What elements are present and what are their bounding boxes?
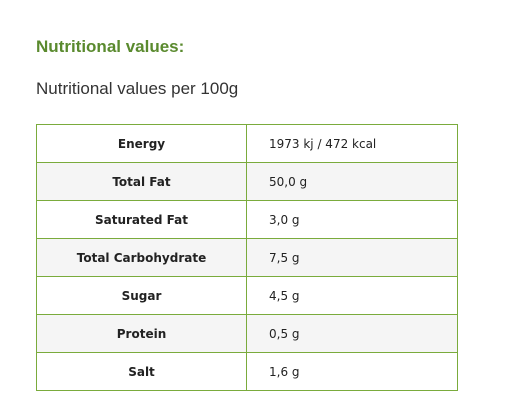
nutrient-name: Total Carbohydrate — [36, 238, 247, 277]
nutrient-value: 7,5 g — [246, 238, 458, 277]
nutrient-name: Energy — [36, 124, 247, 163]
nutrient-value: 1,6 g — [246, 352, 458, 391]
nutrient-name: Total Fat — [36, 162, 247, 201]
nutrient-value: 0,5 g — [246, 314, 458, 353]
nutrient-value: 1973 kj / 472 kcal — [246, 124, 458, 163]
nutrient-value: 3,0 g — [246, 200, 458, 239]
title: Nutritional values: — [36, 37, 185, 56]
nutrient-name: Salt — [36, 352, 247, 391]
table-row: Total Fat 50,0 g — [36, 162, 458, 201]
nutrient-value: 50,0 g — [246, 162, 458, 201]
table-row: Saturated Fat 3,0 g — [36, 200, 458, 239]
table-row: Protein 0,5 g — [36, 314, 458, 353]
subtitle: Nutritional values per 100g — [36, 79, 239, 98]
table-row: Total Carbohydrate 7,5 g — [36, 238, 458, 277]
nutrient-name: Protein — [36, 314, 247, 353]
nutrient-name: Saturated Fat — [36, 200, 247, 239]
nutrient-name: Sugar — [36, 276, 247, 315]
nutrient-value: 4,5 g — [246, 276, 458, 315]
table-row: Sugar 4,5 g — [36, 276, 458, 315]
table-row: Salt 1,6 g — [36, 352, 458, 391]
table-row: Energy 1973 kj / 472 kcal — [36, 124, 458, 163]
